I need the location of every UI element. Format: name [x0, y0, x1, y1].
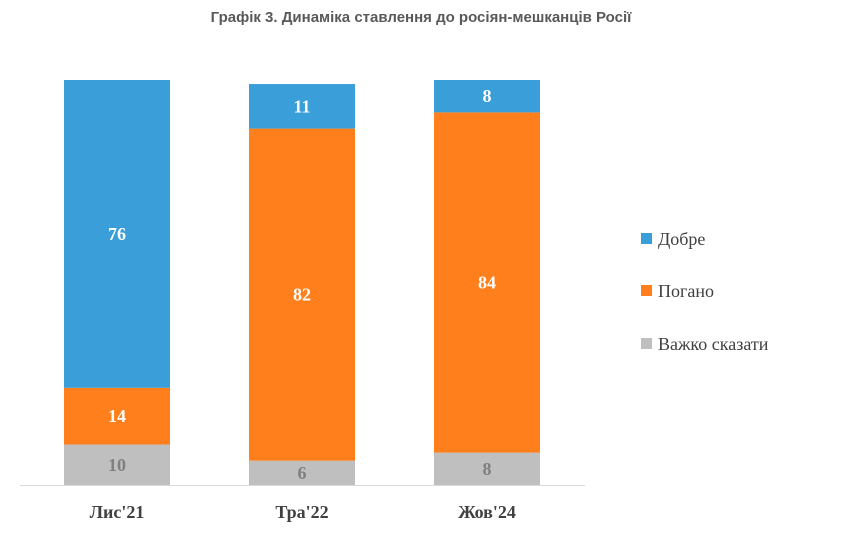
data-label: 82 [293, 285, 311, 305]
bars-group: 10 14 76 6 82 11 8 84 8 [20, 80, 585, 486]
data-label: 6 [298, 463, 307, 483]
legend-swatch [641, 233, 652, 244]
data-label: 8 [483, 86, 492, 106]
legend-swatch [641, 285, 652, 296]
legend: Добре Погано Важко сказати [641, 229, 769, 354]
data-label: 84 [478, 273, 496, 293]
legend-label: Добре [658, 229, 705, 249]
legend-label: Погано [658, 281, 714, 301]
category-label: Жов'24 [458, 502, 516, 522]
category-label: Лис'21 [90, 502, 145, 522]
data-label: 76 [108, 224, 126, 244]
legend-swatch [641, 338, 652, 349]
data-label: 10 [108, 455, 126, 475]
category-label: Тра'22 [275, 502, 328, 522]
data-label: 11 [293, 96, 310, 116]
legend-label: Важко сказати [658, 334, 769, 354]
data-label: 8 [483, 459, 492, 479]
category-labels: Лис'21 Тра'22 Жов'24 [90, 502, 516, 522]
data-label: 14 [108, 406, 126, 426]
